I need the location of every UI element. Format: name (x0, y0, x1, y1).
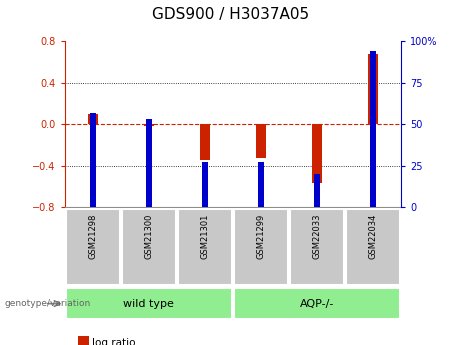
FancyBboxPatch shape (65, 288, 232, 319)
FancyBboxPatch shape (346, 209, 400, 285)
FancyBboxPatch shape (178, 209, 232, 285)
Bar (144, 124, 154, 126)
Text: GSM21301: GSM21301 (200, 213, 209, 259)
Bar (368, 54, 378, 124)
FancyBboxPatch shape (65, 209, 119, 285)
Text: log ratio: log ratio (92, 338, 136, 345)
Text: GSM21298: GSM21298 (88, 213, 97, 259)
Bar (89, 112, 95, 207)
Bar (312, 124, 322, 183)
Bar (200, 124, 210, 160)
Text: AQP-/-: AQP-/- (300, 299, 334, 308)
Bar (370, 51, 376, 207)
Bar (202, 162, 208, 207)
Text: wild type: wild type (123, 299, 174, 308)
Text: GDS900 / H3037A05: GDS900 / H3037A05 (152, 8, 309, 22)
Bar (256, 124, 266, 158)
Text: GSM22034: GSM22034 (368, 213, 378, 259)
Bar (88, 114, 98, 124)
Text: GSM21300: GSM21300 (144, 213, 153, 259)
FancyBboxPatch shape (234, 209, 288, 285)
Bar (258, 162, 264, 207)
Bar (146, 119, 152, 207)
FancyBboxPatch shape (234, 288, 400, 319)
Text: GSM22033: GSM22033 (313, 213, 321, 259)
FancyBboxPatch shape (122, 209, 176, 285)
FancyBboxPatch shape (290, 209, 344, 285)
Bar (314, 174, 320, 207)
Text: GSM21299: GSM21299 (256, 213, 266, 259)
Text: genotype/variation: genotype/variation (5, 299, 91, 308)
